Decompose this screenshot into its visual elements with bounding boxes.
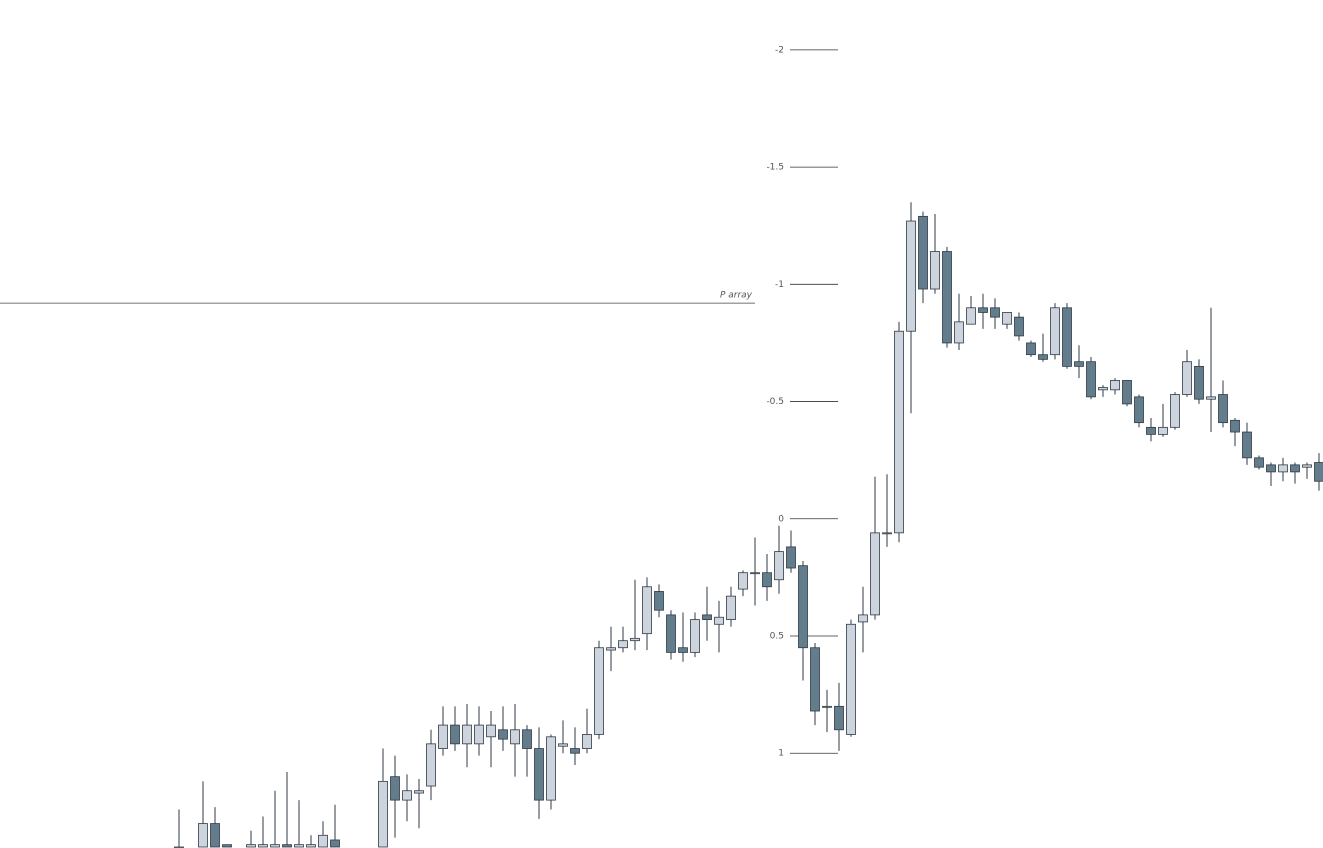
candle-body	[1134, 396, 1144, 424]
candle-body	[942, 251, 952, 344]
candle-body	[1242, 431, 1252, 459]
candle-body	[1314, 462, 1323, 482]
candle-body	[978, 307, 988, 313]
candle-body	[618, 640, 628, 649]
candle-body	[846, 623, 856, 735]
candle-body	[678, 647, 688, 653]
candle-body	[798, 565, 808, 649]
candle-body	[930, 251, 940, 290]
y-tick-label: 0.5	[770, 632, 784, 642]
candle-body	[1086, 361, 1096, 398]
candle-body	[270, 844, 280, 848]
candle-body	[486, 724, 496, 738]
candle-body	[954, 321, 964, 344]
candle-body	[1014, 316, 1024, 337]
candle-body	[246, 844, 256, 848]
candle-body	[402, 790, 412, 801]
candle-body	[522, 729, 532, 749]
candle-body	[1170, 394, 1180, 428]
candle-body	[1050, 307, 1060, 356]
candle-body	[966, 307, 976, 325]
y-tick-label: 1	[778, 749, 784, 759]
candle-body	[330, 839, 340, 848]
candle-body	[702, 614, 712, 620]
candle-body	[582, 734, 592, 749]
candle-body	[282, 844, 292, 848]
candle-body	[222, 844, 232, 848]
candle-body	[498, 729, 508, 740]
candle-body	[990, 307, 1000, 318]
candle-body	[714, 616, 724, 625]
annotation-label: P array	[720, 291, 753, 301]
candle-body	[306, 844, 316, 848]
candle-body	[642, 586, 652, 635]
candle-body	[822, 705, 832, 708]
candle-body	[762, 572, 772, 588]
candle-body	[1194, 365, 1204, 400]
candle-body	[918, 215, 928, 290]
candle-body	[690, 619, 700, 653]
candle-body	[1146, 426, 1156, 435]
y-tick-label: 0	[778, 514, 784, 524]
candle-body	[534, 748, 544, 801]
candle-body	[558, 743, 568, 747]
candle-body	[738, 572, 748, 590]
candle-body	[858, 614, 868, 623]
candle-body	[1026, 342, 1036, 356]
candle-body	[606, 647, 616, 651]
candle-body	[318, 834, 328, 848]
candle-body	[258, 844, 268, 848]
candle-body	[726, 595, 736, 620]
y-tick-label: -1	[775, 280, 784, 290]
candle-body	[1062, 307, 1072, 367]
candle-body	[594, 647, 604, 735]
candle-body	[1230, 419, 1240, 433]
candle-body	[450, 724, 460, 745]
candle-body	[1254, 457, 1264, 468]
candle-body	[1290, 464, 1300, 473]
candle-body	[474, 724, 484, 745]
candle-body	[1182, 361, 1192, 395]
candle-body	[1206, 396, 1216, 400]
candle-body	[654, 591, 664, 611]
candle-body	[1098, 387, 1108, 391]
candle-body	[894, 330, 904, 534]
candle-body	[210, 823, 220, 848]
candle-body	[750, 572, 760, 575]
candle-body	[510, 729, 520, 745]
candle-body	[786, 546, 796, 569]
y-tick-label: -1.5	[766, 163, 784, 173]
candle-body	[630, 637, 640, 642]
candle-body	[1074, 361, 1084, 367]
candle-body	[1278, 464, 1288, 473]
candle-body	[834, 705, 844, 731]
candle-body	[1158, 426, 1168, 435]
candle-body	[1302, 464, 1312, 468]
candle-body	[570, 748, 580, 754]
candle-body	[294, 844, 304, 848]
candle-body	[1122, 380, 1132, 405]
candle-body	[906, 220, 916, 332]
candle-body	[1218, 394, 1228, 424]
candle-body	[438, 724, 448, 749]
candle-body	[414, 790, 424, 794]
candle-body	[666, 614, 676, 653]
candle-body	[198, 823, 208, 848]
candle-body	[810, 647, 820, 712]
candle-body	[462, 724, 472, 745]
candle-body	[1110, 380, 1120, 391]
candle-body	[1038, 354, 1048, 360]
candle-body	[1002, 312, 1012, 325]
y-tick-label: -0.5	[766, 397, 784, 407]
candle-body	[378, 780, 388, 848]
y-tick-label: -2	[775, 45, 784, 55]
candle-body	[546, 736, 556, 801]
candle-body	[882, 532, 892, 535]
candle-body	[870, 532, 880, 616]
candle-body	[390, 776, 400, 801]
candle-body	[426, 743, 436, 787]
candle-body	[1266, 464, 1276, 473]
candle-body	[774, 551, 784, 581]
